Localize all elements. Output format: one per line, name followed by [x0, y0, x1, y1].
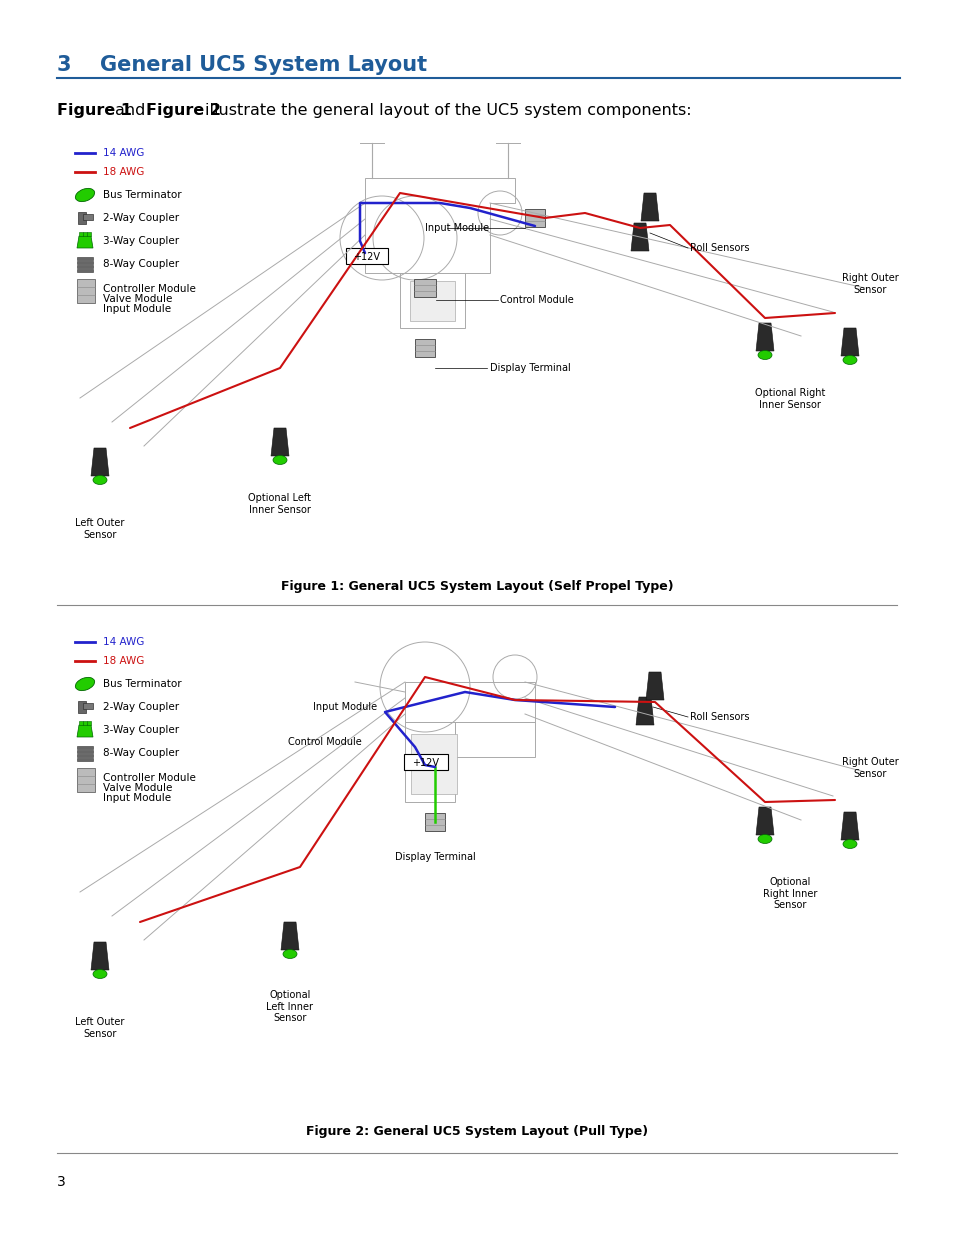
Polygon shape	[640, 193, 659, 221]
Bar	[77, 266, 92, 268]
Bar	[414, 279, 436, 296]
Text: Control Module: Control Module	[288, 737, 361, 747]
Text: and: and	[115, 103, 145, 119]
Text: Right Outer
Sensor: Right Outer Sensor	[841, 757, 898, 778]
Text: Optional Right
Inner Sensor: Optional Right Inner Sensor	[754, 388, 824, 410]
Bar	[83, 703, 92, 709]
Bar	[77, 269, 92, 272]
Text: Input Module: Input Module	[424, 224, 489, 233]
Text: 14 AWG: 14 AWG	[103, 148, 144, 158]
Bar	[77, 758, 92, 761]
Polygon shape	[755, 324, 773, 351]
Polygon shape	[841, 811, 858, 840]
Text: Display Terminal: Display Terminal	[490, 363, 570, 373]
Bar	[77, 755, 92, 757]
Text: Input Module: Input Module	[103, 304, 171, 314]
Text: Figure 2: General UC5 System Layout (Pull Type): Figure 2: General UC5 System Layout (Pul…	[306, 1125, 647, 1137]
Ellipse shape	[75, 678, 94, 690]
Text: 3-Way Coupler: 3-Way Coupler	[103, 236, 179, 246]
Polygon shape	[77, 236, 92, 248]
Polygon shape	[91, 942, 109, 969]
Text: Right Outer
Sensor: Right Outer Sensor	[841, 273, 898, 295]
Text: Controller Module: Controller Module	[103, 284, 195, 294]
Text: 3: 3	[57, 56, 71, 75]
Text: General UC5 System Layout: General UC5 System Layout	[100, 56, 427, 75]
FancyBboxPatch shape	[346, 248, 388, 264]
Text: Valve Module: Valve Module	[103, 783, 172, 793]
Ellipse shape	[758, 351, 771, 359]
Bar	[77, 750, 92, 753]
Bar	[79, 232, 83, 236]
Polygon shape	[841, 329, 858, 356]
Text: Figure 1: Figure 1	[57, 103, 132, 119]
Bar	[78, 701, 86, 713]
Text: Left Outer
Sensor: Left Outer Sensor	[75, 1016, 125, 1039]
Bar	[415, 338, 435, 357]
Bar	[79, 721, 83, 725]
Bar	[83, 214, 92, 220]
Ellipse shape	[758, 835, 771, 844]
Text: 2-Way Coupler: 2-Way Coupler	[103, 212, 179, 224]
Bar	[410, 282, 455, 321]
Ellipse shape	[92, 475, 107, 484]
Text: Bus Terminator: Bus Terminator	[103, 679, 181, 689]
Text: 18 AWG: 18 AWG	[103, 656, 144, 666]
Bar	[524, 209, 544, 227]
Bar	[77, 261, 92, 264]
Text: 18 AWG: 18 AWG	[103, 167, 144, 177]
Bar	[411, 734, 456, 794]
Bar	[83, 721, 87, 725]
FancyBboxPatch shape	[403, 755, 448, 769]
Ellipse shape	[842, 840, 856, 848]
Text: Left Outer
Sensor: Left Outer Sensor	[75, 517, 125, 540]
Polygon shape	[636, 697, 654, 725]
Polygon shape	[755, 806, 773, 835]
Text: Controller Module: Controller Module	[103, 773, 195, 783]
Text: 2-Way Coupler: 2-Way Coupler	[103, 701, 179, 713]
Bar	[77, 746, 92, 748]
Text: Valve Module: Valve Module	[103, 294, 172, 304]
Text: Roll Sensors: Roll Sensors	[689, 713, 749, 722]
Bar	[87, 232, 91, 236]
Polygon shape	[77, 725, 92, 737]
Text: 3: 3	[57, 1174, 66, 1189]
Text: +12V: +12V	[354, 252, 380, 262]
Ellipse shape	[283, 950, 296, 958]
Text: Input Module: Input Module	[103, 793, 171, 803]
Bar	[83, 232, 87, 236]
Bar	[424, 813, 444, 831]
Text: illustrate the general layout of the UC5 system components:: illustrate the general layout of the UC5…	[205, 103, 691, 119]
Text: 14 AWG: 14 AWG	[103, 637, 144, 647]
Text: Input Module: Input Module	[313, 701, 376, 713]
Bar	[77, 768, 95, 792]
Text: Roll Sensors: Roll Sensors	[689, 243, 749, 253]
Ellipse shape	[92, 969, 107, 978]
Text: Control Module: Control Module	[499, 295, 573, 305]
Polygon shape	[91, 448, 109, 475]
Bar	[87, 721, 91, 725]
Bar	[77, 279, 95, 303]
Ellipse shape	[842, 356, 856, 364]
Text: +12V: +12V	[412, 758, 439, 768]
Text: Display Terminal: Display Terminal	[395, 852, 475, 862]
Polygon shape	[281, 923, 298, 950]
Text: Figure 1: General UC5 System Layout (Self Propel Type): Figure 1: General UC5 System Layout (Sel…	[280, 580, 673, 593]
Text: Figure 2: Figure 2	[146, 103, 221, 119]
Bar	[78, 212, 86, 224]
Ellipse shape	[75, 189, 94, 201]
Text: Optional
Left Inner
Sensor: Optional Left Inner Sensor	[266, 990, 314, 1024]
Ellipse shape	[273, 456, 287, 464]
Text: Optional Left
Inner Sensor: Optional Left Inner Sensor	[248, 493, 312, 515]
Polygon shape	[645, 672, 663, 700]
Bar	[77, 257, 92, 261]
Text: Bus Terminator: Bus Terminator	[103, 190, 181, 200]
Text: Optional
Right Inner
Sensor: Optional Right Inner Sensor	[762, 877, 817, 910]
Polygon shape	[630, 224, 648, 251]
Text: 3-Way Coupler: 3-Way Coupler	[103, 725, 179, 735]
Text: 8-Way Coupler: 8-Way Coupler	[103, 748, 179, 758]
Polygon shape	[271, 429, 289, 456]
Text: 8-Way Coupler: 8-Way Coupler	[103, 259, 179, 269]
